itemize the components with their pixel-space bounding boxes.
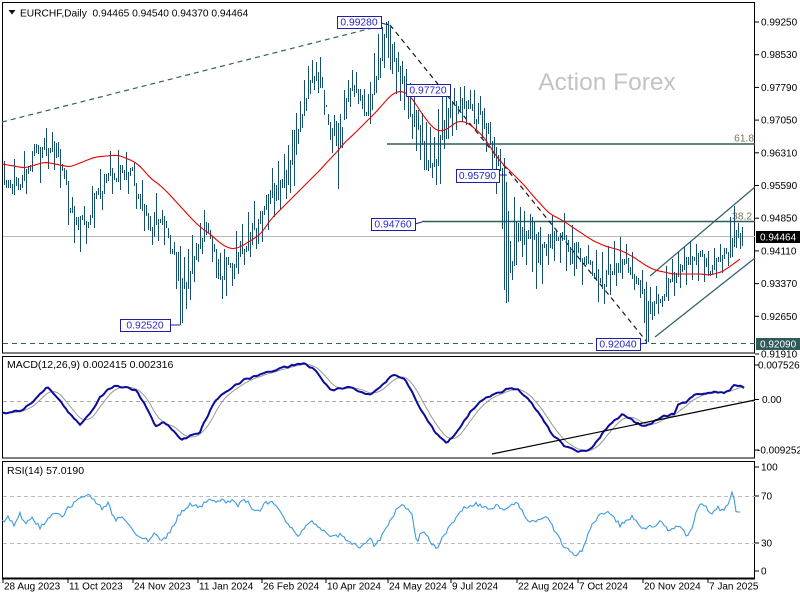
svg-text:30: 30 (761, 539, 773, 550)
svg-text:24 Nov 2023: 24 Nov 2023 (134, 582, 191, 593)
svg-text:0.99280: 0.99280 (340, 18, 377, 29)
svg-text:0.92520: 0.92520 (126, 321, 163, 332)
svg-text:-0.009252: -0.009252 (757, 446, 800, 457)
svg-text:10 Apr 2024: 10 Apr 2024 (327, 582, 381, 593)
svg-text:MACD(12,26,9) 0.002415 0.00231: MACD(12,26,9) 0.002415 0.002316 (7, 359, 174, 371)
svg-text:0.92090: 0.92090 (760, 340, 797, 351)
svg-text:0.96310: 0.96310 (761, 148, 798, 159)
svg-text:0.91910: 0.91910 (761, 350, 798, 361)
svg-text:11 Jan 2024: 11 Jan 2024 (199, 582, 254, 593)
svg-text:Action Forex: Action Forex (538, 69, 676, 96)
svg-text:24 May 2024: 24 May 2024 (389, 582, 447, 593)
svg-text:61.8: 61.8 (734, 134, 754, 145)
svg-text:0.92650: 0.92650 (761, 312, 798, 323)
svg-text:0.94110: 0.94110 (761, 246, 797, 257)
svg-text:100: 100 (761, 463, 778, 474)
svg-text:70: 70 (761, 492, 773, 503)
svg-text:RSI(14) 57.0190: RSI(14) 57.0190 (7, 465, 84, 477)
svg-text:0.94850: 0.94850 (761, 214, 798, 225)
svg-text:0.98530: 0.98530 (761, 50, 798, 61)
svg-text:0.94760: 0.94760 (374, 220, 411, 231)
svg-text:0.97050: 0.97050 (761, 116, 798, 127)
svg-text:EURCHF,Daily 0.94465 0.94540: EURCHF,Daily 0.94465 0.94540 0.94370 0.9… (20, 9, 249, 20)
svg-text:11 Oct 2023: 11 Oct 2023 (69, 582, 123, 593)
svg-text:20 Nov 2024: 20 Nov 2024 (644, 582, 701, 593)
svg-text:0: 0 (761, 567, 767, 578)
svg-text:26 Feb 2024: 26 Feb 2024 (263, 582, 320, 593)
svg-text:0.95790: 0.95790 (459, 171, 496, 182)
svg-text:9 Jul 2024: 9 Jul 2024 (452, 582, 499, 593)
svg-text:0.95590: 0.95590 (761, 181, 798, 192)
svg-text:22 Aug 2024: 22 Aug 2024 (518, 582, 575, 593)
svg-text:0.97790: 0.97790 (761, 83, 798, 94)
svg-text:0.007526: 0.007526 (758, 361, 800, 372)
svg-text:7 Oct 2024: 7 Oct 2024 (579, 582, 628, 593)
svg-text:28 Aug 2023: 28 Aug 2023 (4, 582, 61, 593)
svg-text:0.92040: 0.92040 (599, 340, 636, 351)
svg-text:0.99250: 0.99250 (761, 18, 798, 29)
svg-text:0.94464: 0.94464 (760, 233, 797, 244)
svg-text:7 Jan 2025: 7 Jan 2025 (709, 582, 759, 593)
svg-text:38.2: 38.2 (732, 212, 752, 223)
svg-text:0.93370: 0.93370 (761, 279, 798, 290)
svg-text:0.00: 0.00 (762, 395, 782, 406)
svg-text:0.97720: 0.97720 (409, 86, 446, 97)
